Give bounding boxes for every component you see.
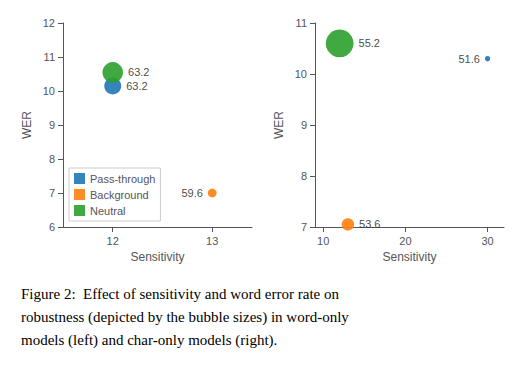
svg-text:11: 11 bbox=[44, 51, 55, 63]
svg-text:9: 9 bbox=[301, 119, 307, 131]
svg-text:Neutral: Neutral bbox=[90, 205, 125, 217]
svg-text:51.6: 51.6 bbox=[458, 53, 479, 65]
svg-text:9: 9 bbox=[49, 119, 55, 131]
svg-text:63.2: 63.2 bbox=[128, 66, 149, 78]
svg-text:10: 10 bbox=[317, 235, 329, 247]
svg-text:13: 13 bbox=[206, 235, 218, 247]
svg-text:59.6: 59.6 bbox=[181, 187, 202, 199]
svg-text:WER: WER bbox=[272, 111, 286, 139]
svg-text:20: 20 bbox=[399, 235, 411, 247]
svg-text:10: 10 bbox=[295, 68, 307, 80]
svg-text:WER: WER bbox=[20, 111, 34, 139]
svg-text:Figure 2: Effect of sensitivi: Figure 2: Effect of sensitivity and word… bbox=[21, 286, 339, 302]
svg-text:11: 11 bbox=[296, 17, 307, 29]
svg-text:12: 12 bbox=[107, 235, 119, 247]
svg-text:7: 7 bbox=[49, 187, 55, 199]
svg-text:Background: Background bbox=[90, 189, 149, 201]
svg-text:robustness (depicted by the bu: robustness (depicted by the bubble sizes… bbox=[21, 309, 349, 326]
svg-text:10: 10 bbox=[43, 85, 55, 97]
svg-text:53.6: 53.6 bbox=[359, 218, 380, 230]
svg-text:6: 6 bbox=[49, 221, 55, 233]
svg-text:Pass-through: Pass-through bbox=[90, 173, 155, 185]
svg-text:8: 8 bbox=[301, 170, 307, 182]
svg-text:55.2: 55.2 bbox=[359, 37, 380, 49]
svg-text:30: 30 bbox=[481, 235, 493, 247]
svg-text:Sensitivity: Sensitivity bbox=[382, 250, 436, 264]
svg-text:Sensitivity: Sensitivity bbox=[130, 250, 184, 264]
svg-text:63.2: 63.2 bbox=[126, 80, 147, 92]
svg-text:12: 12 bbox=[43, 17, 55, 29]
svg-text:models (left) and char-only mo: models (left) and char-only models (righ… bbox=[21, 332, 277, 349]
svg-text:7: 7 bbox=[301, 221, 307, 233]
svg-text:8: 8 bbox=[49, 153, 55, 165]
